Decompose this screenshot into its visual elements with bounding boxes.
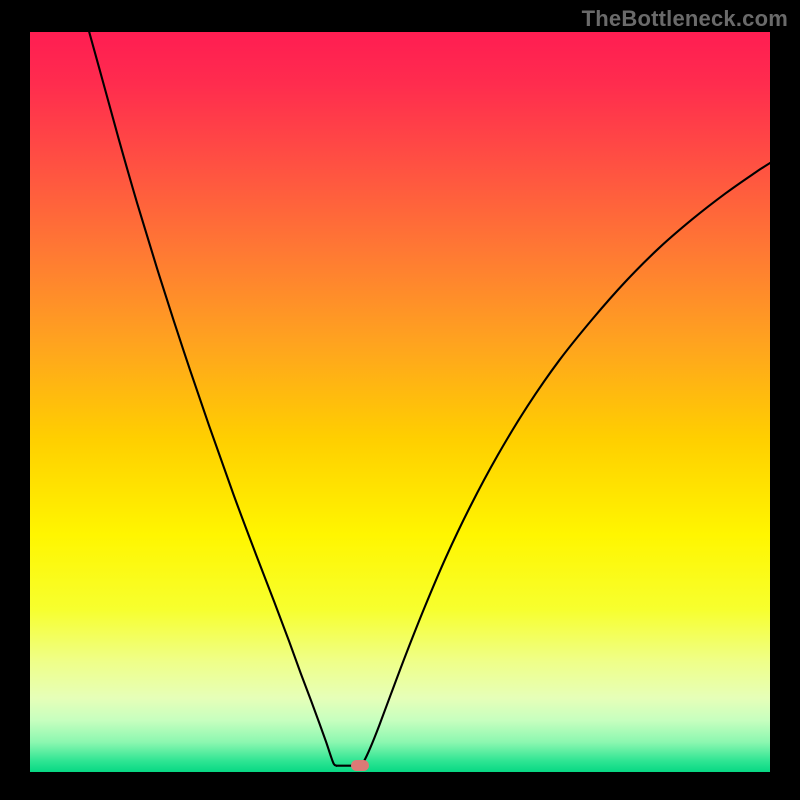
bottleneck-curve	[30, 32, 770, 772]
plot-area	[30, 32, 770, 772]
chart-container: TheBottleneck.com	[0, 0, 800, 800]
watermark-text: TheBottleneck.com	[582, 6, 788, 32]
optimal-point-marker	[351, 760, 369, 771]
